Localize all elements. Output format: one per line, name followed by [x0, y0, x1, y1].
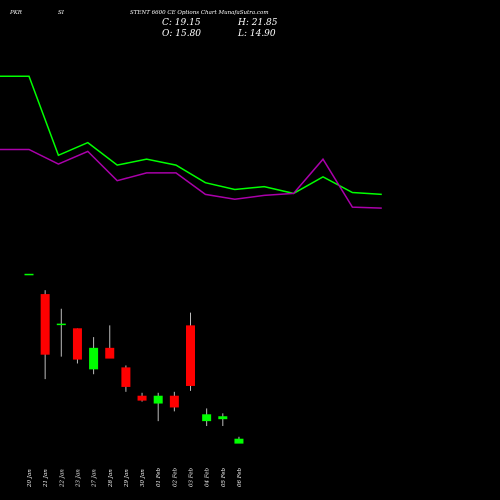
x-tick-label: 23 Jan — [75, 469, 81, 488]
x-tick-label: 30 Jan — [140, 469, 146, 487]
x-tick-label: 27 Jan — [92, 469, 98, 488]
x-tick-label: 29 Jan — [124, 469, 130, 488]
candle-body — [153, 395, 163, 404]
x-tick-label: 28 Jan — [108, 469, 114, 488]
x-tick-label: 01 Feb — [156, 467, 162, 487]
candle-body — [218, 416, 228, 420]
candle-body — [137, 395, 147, 401]
close-value: C: 19.15 — [162, 18, 201, 28]
x-tick-label: 04 Feb — [205, 467, 211, 487]
header-mid-label: SI — [58, 10, 64, 16]
candle-body — [40, 294, 50, 355]
candle-body — [121, 367, 131, 387]
high-value: H: 21.85 — [238, 18, 278, 28]
x-tick-label: 21 Jan — [43, 469, 49, 488]
indicator-line-2 — [0, 148, 382, 209]
chart-title: STENT 6600 CE Options Chart MunafaSutra.… — [130, 10, 269, 16]
open-value: O: 15.80 — [162, 29, 202, 39]
x-tick-label: 20 Jan — [27, 469, 33, 488]
candle-body — [234, 438, 244, 444]
candle-body — [169, 395, 179, 408]
header-left-label: PKR — [10, 10, 22, 16]
x-tick-label: 03 Feb — [189, 467, 195, 487]
low-value: L: 14.90 — [238, 29, 276, 39]
indicator-line-1 — [0, 75, 382, 196]
candle-body — [56, 323, 66, 326]
candle-body — [24, 273, 34, 276]
candle-body — [202, 414, 212, 422]
candle-body — [186, 325, 195, 386]
candle-body — [89, 347, 99, 370]
x-tick-label: 06 Feb — [237, 467, 243, 487]
x-tick-label: 02 Feb — [172, 467, 178, 487]
x-tick-label: 22 Jan — [59, 469, 65, 488]
candle-body — [105, 347, 115, 359]
x-tick-label: 05 Feb — [221, 467, 227, 487]
candle-body — [72, 328, 82, 360]
